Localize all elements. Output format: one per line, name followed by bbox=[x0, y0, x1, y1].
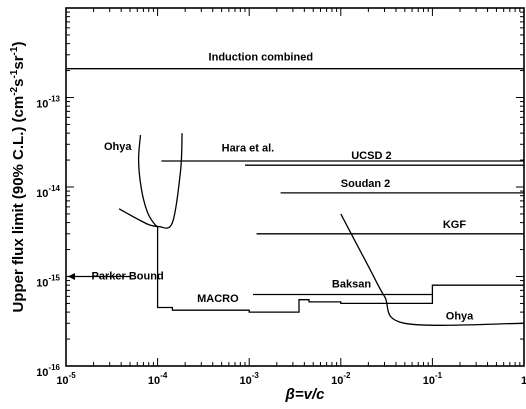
x-tick-labels: 10-5 10-4 10-3 10-2 10-1 1 bbox=[56, 371, 526, 387]
y-tick-label: 10-16 bbox=[36, 363, 60, 379]
annotation-label: Ohya bbox=[446, 311, 474, 323]
y-tick-label: 10-14 bbox=[36, 184, 60, 200]
y-tick-labels: 10-16 10-15 10-14 10-13 bbox=[36, 95, 60, 380]
x-tick-label: 10-2 bbox=[331, 371, 351, 387]
y-axis-label-text: Upper flux limit (90% C.L.) (cm-2s-1sr-1… bbox=[9, 41, 27, 313]
parker-bound-arrow bbox=[68, 273, 75, 280]
x-tick-label: 10-1 bbox=[423, 371, 443, 387]
annotation-label: Induction combined bbox=[209, 51, 314, 63]
series-ohya bbox=[137, 133, 183, 229]
y-tick-label: 10-13 bbox=[36, 95, 60, 111]
x-tick-label: 10-4 bbox=[148, 371, 168, 387]
x-tick-label: 10-3 bbox=[240, 371, 260, 387]
x-axis-label-text: β=v/c bbox=[285, 386, 325, 403]
annotation-label: UCSD 2 bbox=[351, 150, 391, 162]
annotation-label: KGF bbox=[443, 219, 467, 231]
annotations: Induction combined Ohya Hara et al. UCSD 2 S… bbox=[92, 51, 475, 322]
annotation-label: Ohya bbox=[104, 141, 132, 153]
x-tick-label: 10-5 bbox=[56, 371, 76, 387]
parker-arrow-head bbox=[68, 273, 75, 280]
annotation-label: MACRO bbox=[197, 293, 239, 305]
x-tick-label: 1 bbox=[521, 375, 526, 387]
series-ohya bbox=[340, 213, 525, 326]
annotation-label: Hara et al. bbox=[222, 142, 275, 154]
axis-ticks bbox=[65, 7, 525, 367]
series-lines bbox=[66, 68, 525, 326]
x-axis-label: β=v/c bbox=[270, 386, 340, 403]
y-axis-label: Upper flux limit (90% C.L.) (cm-2s-1sr-1… bbox=[9, 32, 31, 322]
series-macro bbox=[156, 226, 524, 313]
annotation-label: Baksan bbox=[332, 279, 371, 291]
series-ohya-low-velocity-branch bbox=[118, 208, 158, 228]
annotation-label: Parker Bound bbox=[92, 271, 164, 283]
y-tick-label: 10-15 bbox=[36, 274, 60, 290]
annotation-label: Soudan 2 bbox=[341, 178, 391, 190]
